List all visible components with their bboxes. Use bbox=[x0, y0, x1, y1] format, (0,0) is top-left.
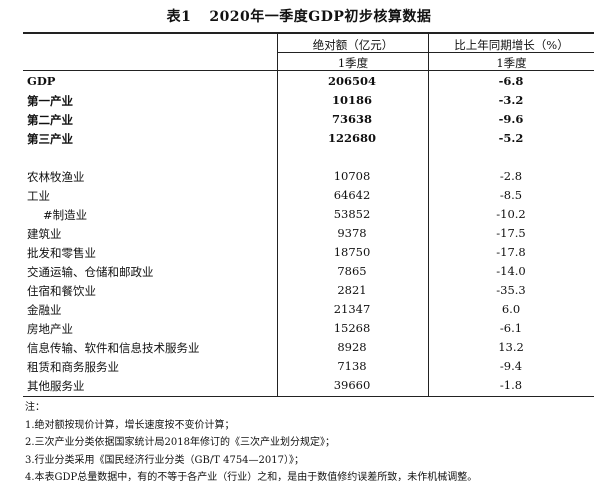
row-label: 住宿和餐饮业 bbox=[27, 284, 96, 298]
row-abs: 39660 bbox=[333, 378, 371, 392]
row-label: 房地产业 bbox=[27, 322, 73, 336]
note-item: 2.三次产业分类依据国家统计局2018年修订的《三次产业划分规定》； bbox=[25, 437, 335, 448]
subheader-abs: 1季度 bbox=[337, 56, 369, 70]
row-abs: 18750 bbox=[333, 245, 371, 259]
row-growth: -10.2 bbox=[496, 207, 526, 221]
row-abs: 53852 bbox=[333, 207, 371, 221]
row-growth: -8.5 bbox=[499, 188, 523, 202]
row-growth: -17.5 bbox=[496, 226, 526, 240]
row-abs: 8928 bbox=[337, 340, 367, 354]
row-abs: 15268 bbox=[333, 321, 371, 335]
table-title: 表1 2020年一季度GDP初步核算数据 bbox=[0, 6, 598, 26]
row-growth: -35.3 bbox=[496, 283, 526, 297]
row-label: 其他服务业 bbox=[27, 379, 85, 393]
table-row: 房地产业 15268 -6.1 bbox=[23, 319, 594, 338]
table-row: 第二产业 73638 -9.6 bbox=[23, 110, 594, 129]
row-label: 第三产业 bbox=[27, 132, 73, 146]
header-abs: 绝对额（亿元） bbox=[312, 38, 394, 52]
table-row: #制造业 53852 -10.2 bbox=[23, 205, 594, 224]
row-label: 租赁和商务服务业 bbox=[27, 360, 119, 374]
row-label: 批发和零售业 bbox=[27, 246, 96, 260]
row-growth: -2.8 bbox=[499, 169, 523, 183]
row-abs: 7138 bbox=[337, 359, 367, 373]
table-row: 工业 64642 -8.5 bbox=[23, 186, 594, 205]
table-bottom-rule bbox=[23, 396, 594, 397]
table-row: 批发和零售业 18750 -17.8 bbox=[23, 243, 594, 262]
row-abs: 21347 bbox=[333, 302, 371, 316]
col-divider-1 bbox=[277, 33, 278, 396]
table-row: 信息传输、软件和信息技术服务业 8928 13.2 bbox=[23, 338, 594, 357]
col-divider-2 bbox=[428, 33, 429, 396]
row-growth: -3.2 bbox=[498, 93, 524, 107]
table-row: 租赁和商务服务业 7138 -9.4 bbox=[23, 357, 594, 376]
table-row: 住宿和餐饮业 2821 -35.3 bbox=[23, 281, 594, 300]
header-mid-rule bbox=[277, 52, 594, 53]
row-abs: 122680 bbox=[327, 131, 376, 145]
row-growth: -1.8 bbox=[499, 378, 523, 392]
table-row: 其他服务业 39660 -1.8 bbox=[23, 376, 594, 395]
notes-heading: 注： bbox=[25, 402, 45, 413]
row-growth: -6.1 bbox=[499, 321, 523, 335]
table-title-text: 2020年一季度GDP初步核算数据 bbox=[209, 9, 432, 25]
row-abs: 206504 bbox=[327, 74, 376, 88]
row-abs: 2821 bbox=[337, 283, 367, 297]
subheader-growth: 1季度 bbox=[496, 56, 527, 70]
note-item: 1.绝对额按现价计算，增长速度按不变价计算； bbox=[25, 419, 235, 431]
row-label: 工业 bbox=[27, 189, 50, 203]
table-row: 建筑业 9378 -17.5 bbox=[23, 224, 594, 243]
table-row: 第三产业 122680 -5.2 bbox=[23, 129, 594, 148]
row-abs: 73638 bbox=[331, 112, 372, 126]
header-growth: 比上年同期增长（%） bbox=[454, 38, 569, 52]
table-notes: 注： 1.绝对额按现价计算，增长速度按不变价计算； 2.三次产业分类依据国家统计… bbox=[25, 399, 477, 487]
row-growth: -14.0 bbox=[496, 264, 526, 278]
note-item: 4.本表GDP总量数据中，有的不等于各产业（行业）之和，是由于数值修约误差所致，… bbox=[25, 472, 478, 483]
row-growth: 13.2 bbox=[498, 340, 524, 354]
row-label: 金融业 bbox=[27, 303, 62, 317]
row-growth: -6.8 bbox=[498, 74, 524, 88]
table-row: 金融业 21347 6.0 bbox=[23, 300, 594, 319]
row-label: #制造业 bbox=[43, 208, 88, 222]
table-row: 第一产业 10186 -3.2 bbox=[23, 91, 594, 110]
row-label: 第一产业 bbox=[27, 94, 73, 108]
top-rule bbox=[23, 32, 594, 34]
row-abs: 10708 bbox=[333, 169, 371, 183]
row-growth: -9.4 bbox=[499, 359, 523, 373]
row-label: 交通运输、仓储和邮政业 bbox=[27, 265, 154, 279]
row-growth: -5.2 bbox=[498, 131, 524, 145]
row-label: 信息传输、软件和信息技术服务业 bbox=[27, 341, 200, 355]
table-row: 农林牧渔业 10708 -2.8 bbox=[23, 167, 594, 186]
table-number: 表1 bbox=[166, 9, 192, 25]
row-label: 农林牧渔业 bbox=[27, 170, 85, 184]
row-abs: 64642 bbox=[333, 188, 371, 202]
row-label: 建筑业 bbox=[27, 227, 62, 241]
table-row: GDP 206504 -6.8 bbox=[23, 72, 594, 91]
row-growth: 6.0 bbox=[501, 302, 521, 316]
row-growth: -17.8 bbox=[496, 245, 526, 259]
row-abs: 7865 bbox=[337, 264, 367, 278]
row-abs: 10186 bbox=[331, 93, 372, 107]
row-abs: 9378 bbox=[337, 226, 367, 240]
row-growth: -9.6 bbox=[498, 112, 524, 126]
row-label: GDP bbox=[27, 74, 56, 88]
row-label: 第二产业 bbox=[27, 113, 73, 127]
table-row: 交通运输、仓储和邮政业 7865 -14.0 bbox=[23, 262, 594, 281]
note-item: 3.行业分类采用《国民经济行业分类（GB/T 4754—2017）》； bbox=[25, 454, 304, 466]
header-bottom-rule bbox=[23, 70, 594, 71]
